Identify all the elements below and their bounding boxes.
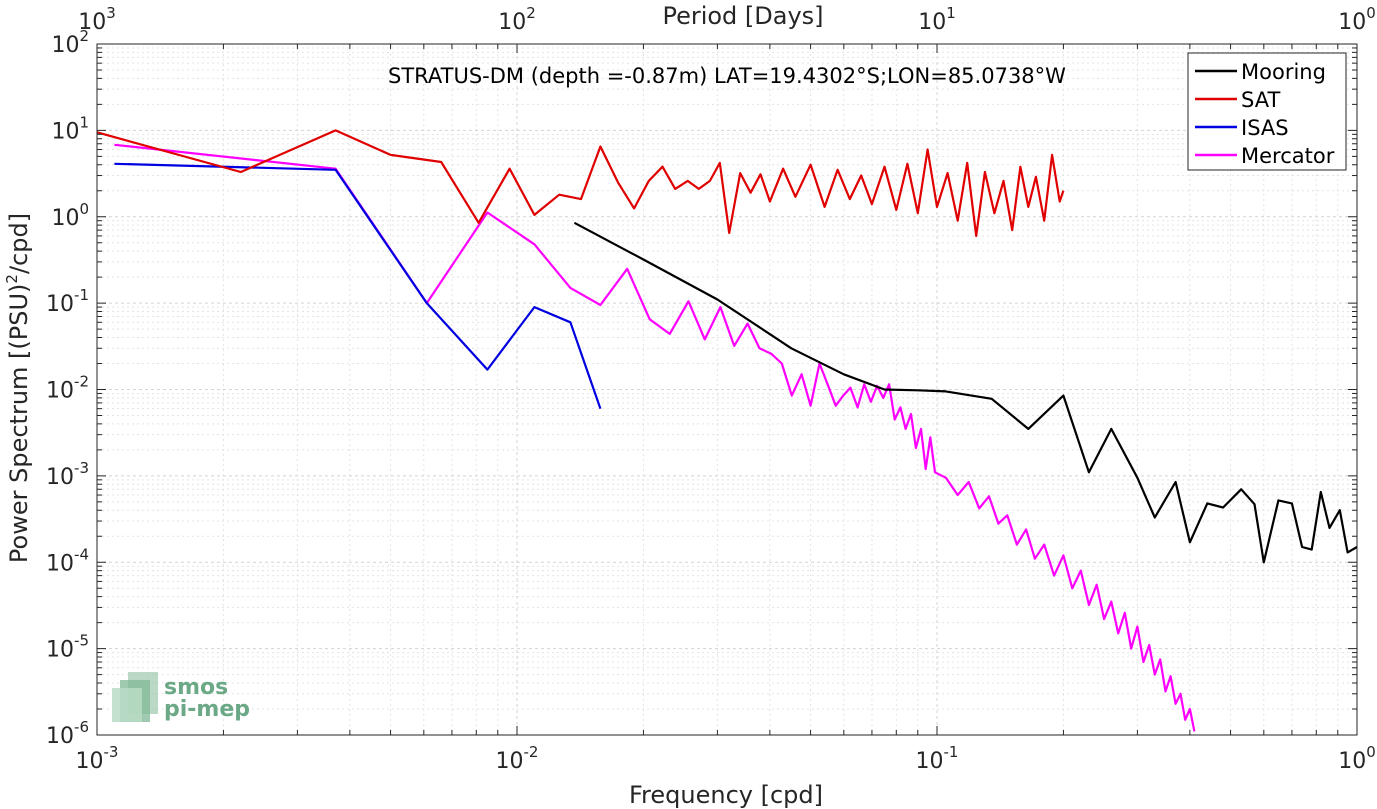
legend: Mooring SAT ISAS Mercator	[1187, 52, 1347, 171]
legend-box	[1187, 52, 1347, 171]
y-tick-label: 10-5	[46, 632, 89, 663]
tick-marks	[96, 43, 1358, 736]
y-tick-exp: 1	[79, 113, 89, 131]
x-tick-label: 10-3	[76, 743, 119, 774]
x-tick-base: 10	[916, 749, 944, 774]
top-tick-exp: 0	[1366, 4, 1376, 22]
y-tick-exp: 0	[79, 200, 89, 218]
y-tick-exp: -5	[74, 632, 89, 650]
y-tick-label: 10-4	[46, 545, 89, 576]
top-tick-exp: 3	[106, 4, 116, 22]
y-tick-exp: -1	[74, 286, 89, 304]
top-tick-label: 103	[78, 4, 116, 35]
x-tick-exp: -3	[104, 743, 119, 761]
series-line-sat	[96, 129, 1065, 237]
y-tick-exp: -3	[74, 459, 89, 477]
y-tick-base: 10	[51, 119, 79, 144]
x-tick-base: 10	[496, 749, 524, 774]
top-tick-exp: 1	[946, 4, 956, 22]
y-tick-base: 10	[51, 33, 79, 58]
x-tick-exp: -2	[524, 743, 539, 761]
top-tick-label: 101	[918, 4, 956, 35]
legend-label-isas: ISAS	[1241, 116, 1289, 140]
y-tick-base: 10	[46, 465, 74, 490]
y-tick-label: 102	[51, 27, 89, 58]
logo-text-smos: smos	[164, 675, 228, 700]
y-tick-base: 10	[46, 551, 74, 576]
top-tick-label: 102	[498, 4, 536, 35]
y-tick-base: 10	[46, 724, 74, 749]
y-tick-exp: -6	[74, 718, 89, 736]
chart-annotation: STRATUS-DM (depth =-0.87m) LAT=19.4302°S…	[388, 64, 1066, 88]
legend-label-sat: SAT	[1241, 88, 1280, 112]
x-tick-label: 10-2	[496, 743, 539, 774]
y-axis-label: Power Spectrum [(PSU)2/cpd]	[3, 213, 33, 563]
y-tick-label: 10-2	[46, 373, 89, 404]
top-tick-base: 10	[498, 10, 526, 35]
legend-label-mooring: Mooring	[1241, 60, 1326, 84]
legend-label-mercator: Mercator	[1241, 144, 1335, 168]
y-axis-label-sup: 2	[3, 274, 21, 284]
y-axis-label-main: Power Spectrum [(PSU)	[5, 284, 33, 563]
x-axis-label: Frequency [cpd]	[629, 781, 823, 809]
logo-text-pi-mep: pi-mep	[164, 697, 250, 722]
x-tick-label: 100	[1338, 743, 1376, 774]
x-tick-base: 10	[1338, 749, 1366, 774]
top-tick-base: 10	[918, 10, 946, 35]
top-tick-exp: 2	[526, 4, 536, 22]
y-tick-label: 10-3	[46, 459, 89, 490]
top-axis-label: Period [Days]	[662, 2, 823, 30]
y-tick-exp: 2	[79, 27, 89, 45]
y-tick-exp: -4	[74, 545, 89, 563]
y-tick-label: 100	[51, 200, 89, 231]
top-tick-base: 10	[78, 10, 106, 35]
y-tick-base: 10	[46, 638, 74, 663]
x-tick-base: 10	[76, 749, 104, 774]
top-tick-label: 100	[1338, 4, 1376, 35]
top-tick-base: 10	[1338, 10, 1366, 35]
y-tick-label: 10-1	[46, 286, 89, 317]
x-tick-label: 10-1	[916, 743, 959, 774]
series-line-mooring	[573, 221, 1358, 564]
y-tick-base: 10	[46, 292, 74, 317]
y-tick-label: 10-6	[46, 718, 89, 749]
y-tick-label: 101	[51, 113, 89, 144]
x-tick-exp: -1	[944, 743, 959, 761]
series-line-mercator	[114, 143, 1196, 732]
smos-pi-mep-logo: smos pi-mep	[112, 672, 250, 722]
y-tick-exp: -2	[74, 373, 89, 391]
y-tick-base: 10	[51, 206, 79, 231]
series-line-isas	[114, 162, 602, 410]
x-tick-exp: 0	[1366, 743, 1376, 761]
y-axis-label-tail: /cpd]	[5, 213, 33, 274]
logo-mark-front	[112, 688, 142, 722]
series-layer	[96, 129, 1358, 732]
y-tick-base: 10	[46, 379, 74, 404]
